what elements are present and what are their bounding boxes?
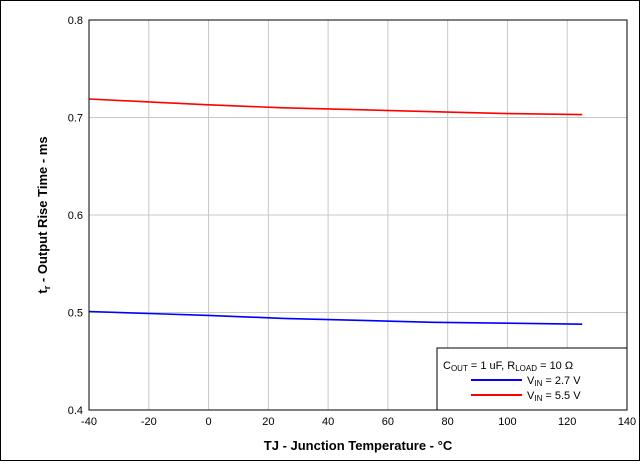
- y-tick-labels: 0.4 0.5 0.6 0.7 0.8: [68, 15, 83, 417]
- y-tick-label: 0.4: [68, 405, 83, 417]
- plot-border: [88, 19, 628, 411]
- x-axis-title: TJ - Junction Temperature - °C: [264, 438, 453, 453]
- legend-title-c: C: [443, 360, 451, 372]
- y-tick-label: 0.5: [68, 308, 83, 320]
- y-axis-title-main: t: [35, 289, 50, 294]
- x-tick-label: 0: [205, 416, 211, 428]
- x-tick-label: -20: [141, 416, 157, 428]
- series-layer: [88, 98, 583, 325]
- legend-title-c-sub: OUT: [451, 364, 468, 373]
- legend-label-vin-5-5-sub: IN: [534, 394, 542, 403]
- grid-lines: [89, 20, 627, 410]
- y-tick-label: 0.7: [68, 113, 83, 125]
- y-tick-label: 0.8: [68, 15, 83, 27]
- x-tick-label: 20: [262, 416, 274, 428]
- x-tick-label: 140: [618, 416, 636, 428]
- x-tick-labels: -40 -20 0 20 40 60 80 100 120 140: [81, 416, 636, 428]
- y-tick-label: 0.6: [68, 210, 83, 222]
- legend-title: COUT = 1 uF, RLOAD = 10 Ω: [443, 360, 573, 373]
- legend-title-mid: = 1 uF, R: [468, 360, 515, 372]
- series-line-0: [88, 310, 583, 325]
- series-line-1: [88, 98, 583, 116]
- x-tick-label: -40: [81, 416, 97, 428]
- legend-title-r-sub: LOAD: [515, 364, 537, 373]
- legend: COUT = 1 uF, RLOAD = 10 Ω VIN = 2.7 V VI…: [436, 347, 628, 411]
- legend-label-vin-2-7-rest: = 2.7 V: [542, 375, 581, 387]
- legend-box: [436, 347, 628, 411]
- legend-title-end: = 10 Ω: [537, 360, 573, 372]
- legend-label-vin-5-5-rest: = 5.5 V: [542, 390, 581, 402]
- x-tick-label: 60: [382, 416, 394, 428]
- legend-label-vin-2-7: VIN = 2.7 V: [527, 375, 581, 388]
- y-axis-title-rest: - Output Rise Time - ms: [35, 136, 50, 285]
- x-tick-label: 100: [498, 416, 516, 428]
- y-axis-title: tr - Output Rise Time - ms: [35, 136, 52, 293]
- x-tick-label: 40: [322, 416, 334, 428]
- x-tick-label: 80: [442, 416, 454, 428]
- legend-label-vin-2-7-sub: IN: [534, 379, 542, 388]
- legend-label-vin-5-5: VIN = 5.5 V: [527, 390, 581, 403]
- y-axis-title-sub: r: [42, 285, 52, 289]
- x-tick-label: 120: [558, 416, 576, 428]
- legend-label-vin-2-7-main: V: [527, 375, 535, 387]
- legend-label-vin-5-5-main: V: [527, 390, 535, 402]
